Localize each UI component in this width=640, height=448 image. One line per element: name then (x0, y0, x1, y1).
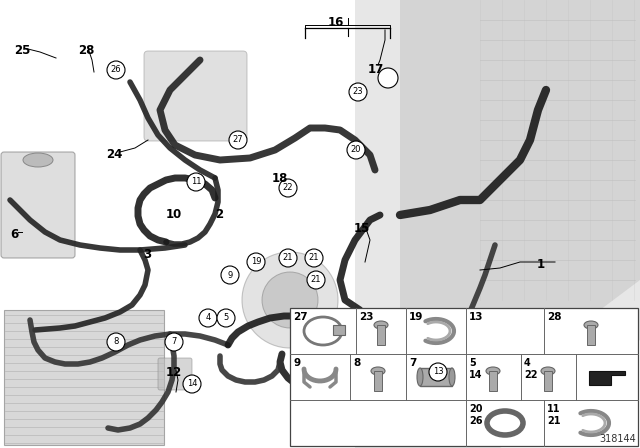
Ellipse shape (584, 321, 598, 329)
Ellipse shape (486, 367, 500, 375)
Bar (377, 325, 385, 345)
Circle shape (187, 173, 205, 191)
Text: 26: 26 (111, 65, 122, 74)
FancyBboxPatch shape (158, 358, 192, 390)
Text: 22: 22 (524, 370, 538, 380)
Circle shape (183, 375, 201, 393)
Text: 7: 7 (409, 358, 417, 368)
Circle shape (279, 249, 297, 267)
Text: 16: 16 (328, 16, 344, 29)
Circle shape (221, 266, 239, 284)
Text: 23: 23 (353, 87, 364, 96)
Circle shape (199, 309, 217, 327)
Text: 4: 4 (205, 314, 211, 323)
Text: 9: 9 (293, 358, 300, 368)
Ellipse shape (371, 367, 385, 375)
Polygon shape (589, 371, 625, 385)
Polygon shape (400, 0, 640, 420)
Text: 13: 13 (469, 312, 483, 322)
Text: 27: 27 (293, 312, 308, 322)
Bar (374, 371, 382, 391)
Text: 1: 1 (537, 258, 545, 271)
Bar (489, 371, 497, 391)
Text: 19: 19 (251, 258, 261, 267)
Text: 5: 5 (223, 314, 228, 323)
Circle shape (307, 271, 325, 289)
Text: 2: 2 (215, 208, 223, 221)
Circle shape (242, 252, 338, 348)
Text: 11: 11 (191, 177, 201, 186)
Circle shape (305, 249, 323, 267)
Text: 14: 14 (187, 379, 197, 388)
Text: 28: 28 (547, 312, 561, 322)
FancyBboxPatch shape (337, 347, 433, 423)
Ellipse shape (23, 153, 53, 167)
Text: 26: 26 (469, 416, 483, 426)
Text: 10: 10 (166, 208, 182, 221)
Text: 3: 3 (143, 248, 151, 261)
Text: 12: 12 (166, 366, 182, 379)
Circle shape (247, 253, 265, 271)
Bar (587, 325, 595, 345)
Text: 8: 8 (113, 337, 118, 346)
Circle shape (262, 272, 318, 328)
Circle shape (217, 309, 235, 327)
Text: 21: 21 (283, 254, 293, 263)
Bar (290, 308, 638, 446)
Text: 17: 17 (368, 63, 384, 76)
Text: 7: 7 (172, 337, 177, 346)
Bar (420, 368, 452, 386)
Circle shape (165, 333, 183, 351)
Bar (544, 371, 552, 391)
Ellipse shape (449, 368, 455, 386)
Text: 22: 22 (283, 184, 293, 193)
Circle shape (429, 363, 447, 381)
Text: 27: 27 (233, 135, 243, 145)
Text: 20: 20 (469, 404, 483, 414)
Text: 6: 6 (10, 228, 19, 241)
Text: 19: 19 (409, 312, 424, 322)
Bar (4, 310, 164, 445)
Polygon shape (355, 0, 640, 448)
Circle shape (279, 179, 297, 197)
Text: 4: 4 (524, 358, 531, 368)
Text: 5: 5 (469, 358, 476, 368)
Text: 21: 21 (308, 254, 319, 263)
Circle shape (378, 68, 398, 88)
Ellipse shape (541, 367, 555, 375)
Text: 13: 13 (433, 367, 444, 376)
Circle shape (107, 61, 125, 79)
Text: 25: 25 (14, 44, 30, 57)
Text: 15: 15 (354, 222, 371, 235)
Circle shape (347, 141, 365, 159)
Circle shape (349, 83, 367, 101)
Text: 20: 20 (351, 146, 361, 155)
Text: 24: 24 (106, 148, 122, 161)
Text: 23: 23 (359, 312, 374, 322)
Text: 14: 14 (469, 370, 483, 380)
Text: 18: 18 (272, 172, 289, 185)
Circle shape (229, 131, 247, 149)
Text: 21: 21 (547, 416, 561, 426)
Text: 21: 21 (311, 276, 321, 284)
Ellipse shape (374, 321, 388, 329)
Text: 28: 28 (78, 44, 94, 57)
Bar (333, 325, 345, 335)
FancyBboxPatch shape (1, 152, 75, 258)
Ellipse shape (417, 368, 423, 386)
Text: 8: 8 (353, 358, 360, 368)
Text: 11: 11 (547, 404, 561, 414)
Text: 318144: 318144 (599, 434, 636, 444)
Circle shape (107, 333, 125, 351)
FancyBboxPatch shape (144, 51, 247, 141)
Text: 9: 9 (227, 271, 232, 280)
